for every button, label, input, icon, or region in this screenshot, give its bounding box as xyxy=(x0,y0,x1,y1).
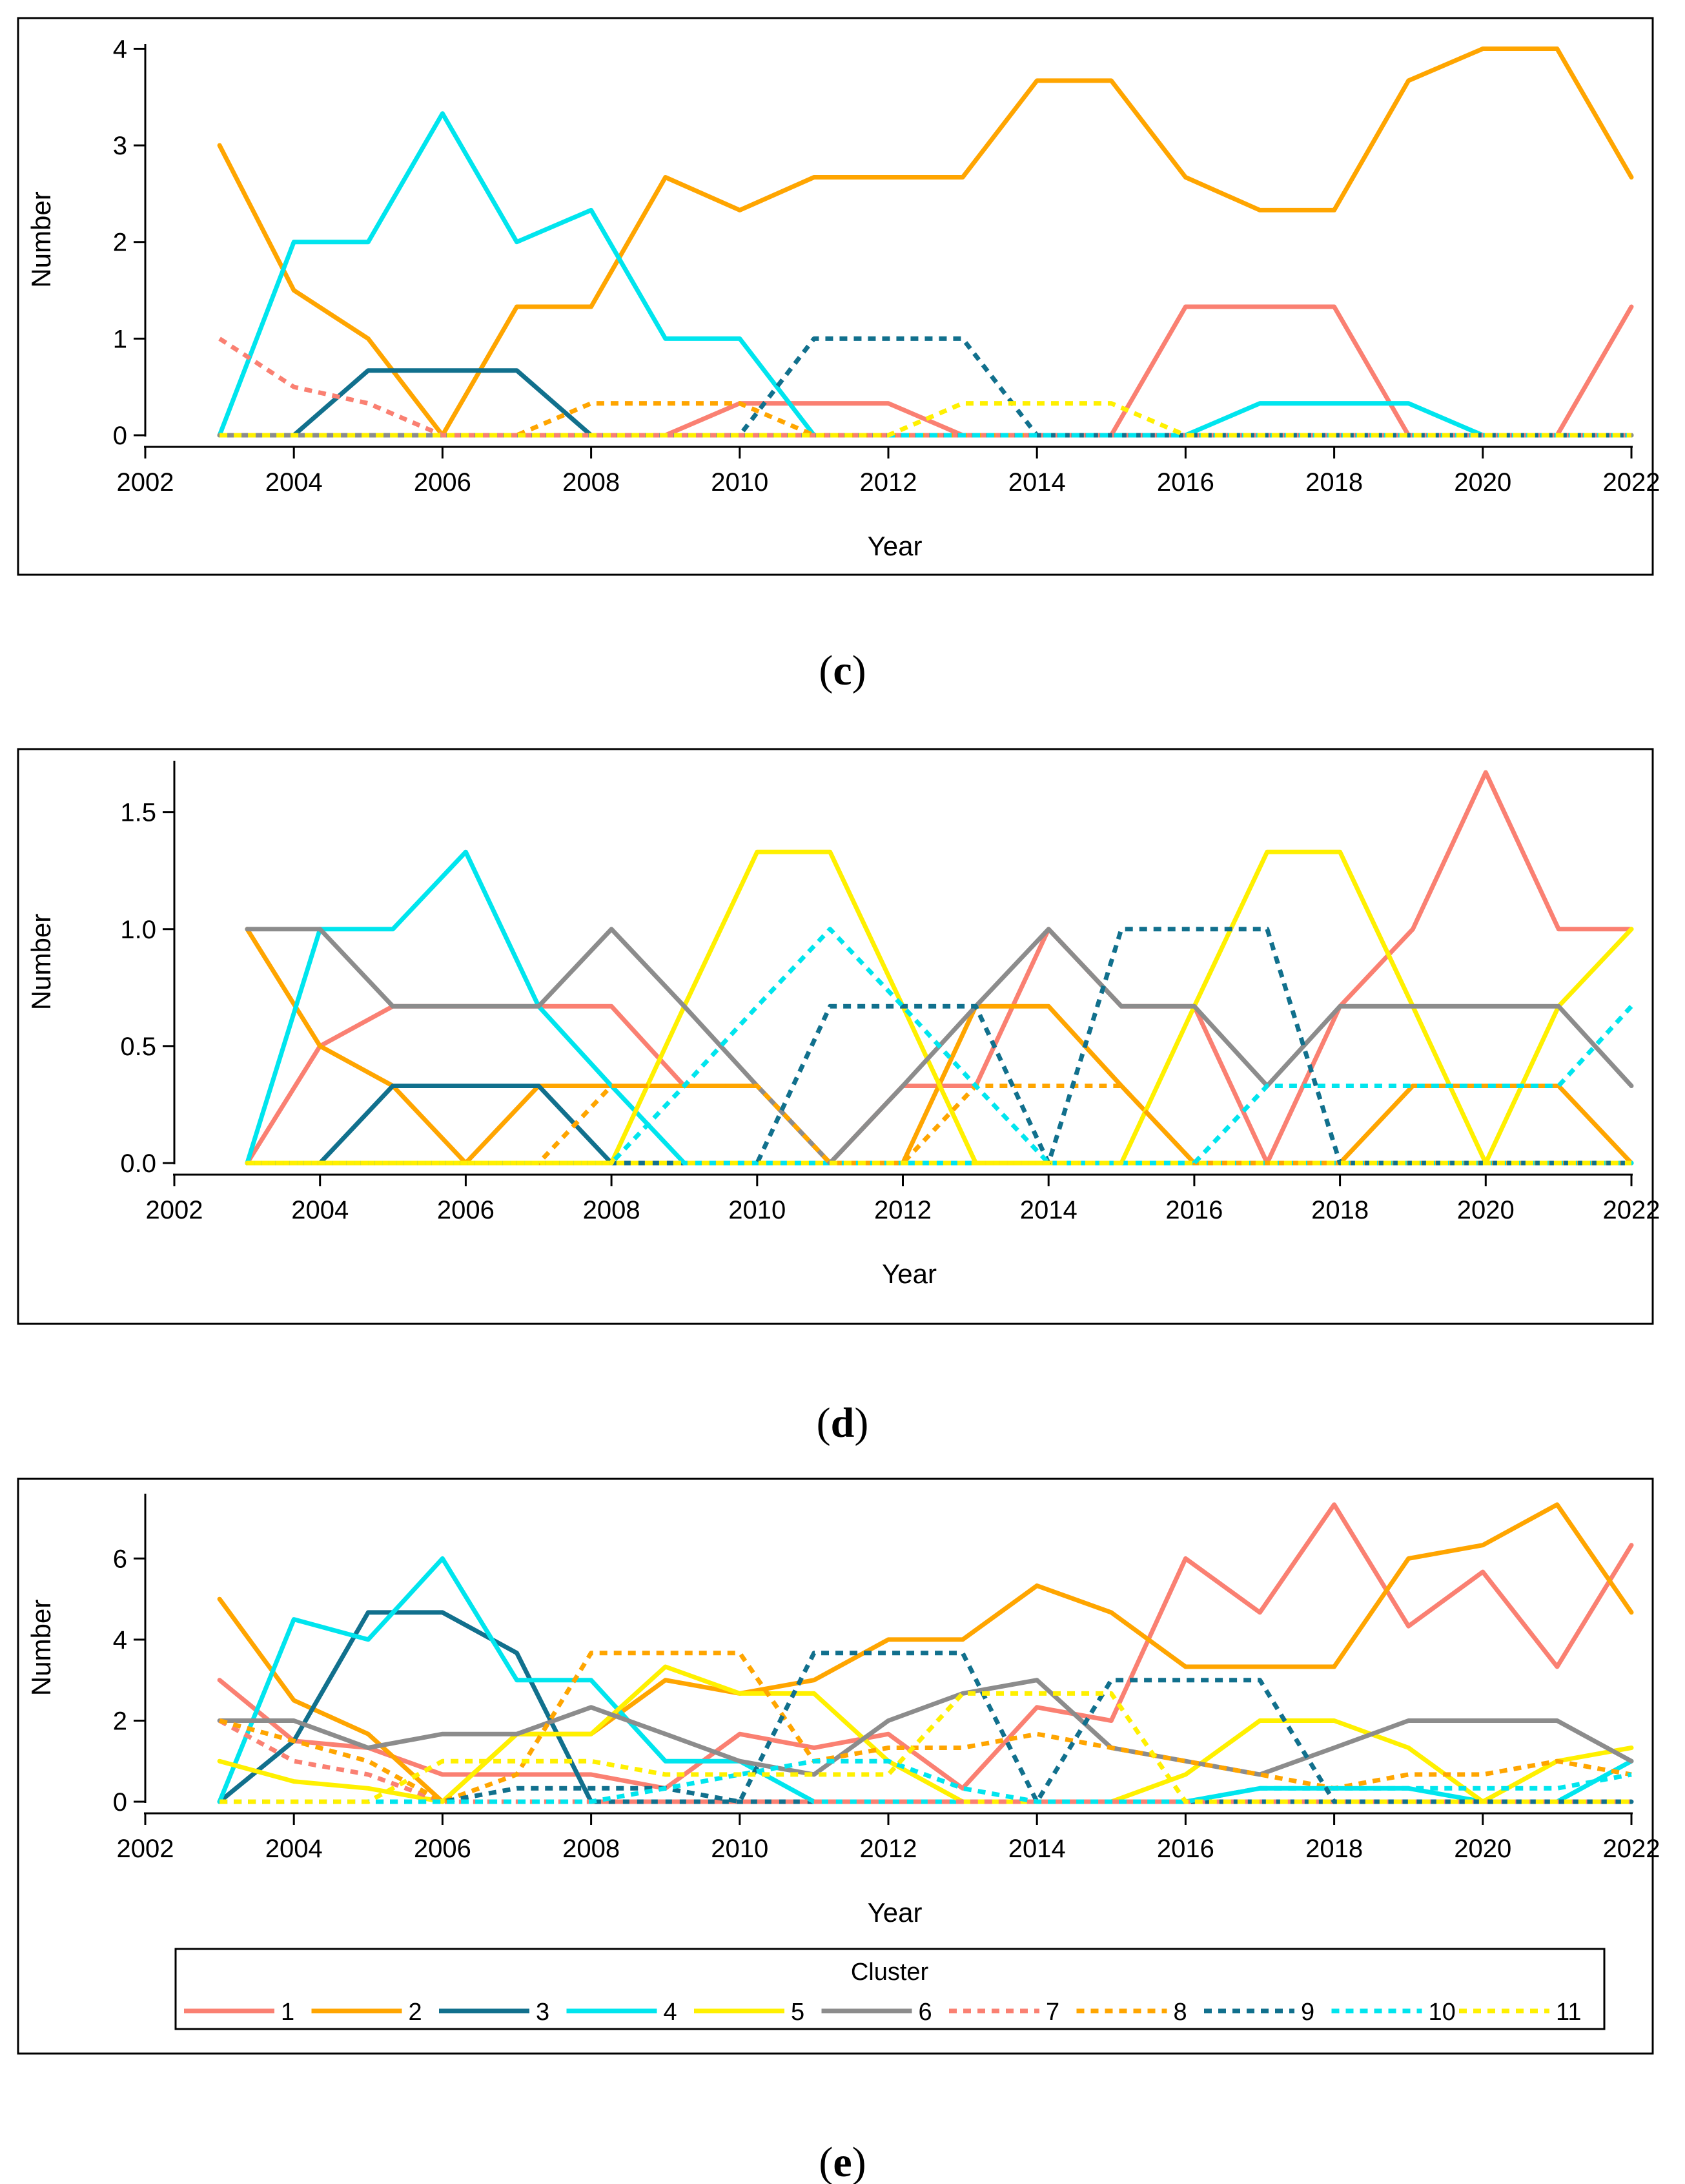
series-line-4 xyxy=(217,111,1634,438)
y-tick-label: 1.5 xyxy=(120,799,156,827)
x-tick-label: 2020 xyxy=(1454,1835,1511,1863)
series-line-4 xyxy=(217,1556,1634,1804)
series-line-9 xyxy=(220,1651,1631,1804)
series-line-6 xyxy=(217,1678,1634,1777)
series-line-1 xyxy=(217,1502,1634,1791)
x-axis-title: Year xyxy=(868,1897,923,1928)
panel-c: 2002 2004 2006 2008 2010 2012 2014 2016 2018 2020… xyxy=(17,17,1660,694)
x-tick-label: 2018 xyxy=(1305,468,1363,497)
x-tick-label: 2016 xyxy=(1157,468,1214,497)
panel-frame xyxy=(17,748,1654,1325)
legend-label-3: 3 xyxy=(536,1999,549,2026)
x-axis-title: Year xyxy=(882,1259,937,1289)
y-tick-label: 4 xyxy=(113,35,127,63)
series-line-10 xyxy=(220,1758,1632,1804)
y-tick-label: 1 xyxy=(113,325,127,353)
x-tick-label: 2016 xyxy=(1157,1835,1214,1863)
panel-frame xyxy=(17,1478,1654,2055)
x-tick-label: 2014 xyxy=(1008,468,1066,497)
x-tick-label: 2008 xyxy=(562,1835,620,1863)
series-line-11 xyxy=(220,1691,1631,1804)
panel-label: (e) xyxy=(819,2139,866,2184)
x-tick-label: 2022 xyxy=(1603,1835,1660,1863)
series-line-2 xyxy=(217,46,1634,438)
x-tick-label: 2004 xyxy=(265,468,323,497)
x-tick-label: 2020 xyxy=(1457,1196,1515,1224)
x-tick-label: 2002 xyxy=(117,1835,174,1863)
legend-label-5: 5 xyxy=(791,1999,804,2026)
series-line-3 xyxy=(217,368,1634,438)
x-tick-label: 2008 xyxy=(562,468,620,497)
x-tick-label: 2010 xyxy=(728,1196,786,1224)
legend-label-11: 11 xyxy=(1556,1999,1581,2026)
panel-frame xyxy=(17,17,1654,576)
y-tick-label: 0 xyxy=(113,422,127,450)
x-tick-label: 2006 xyxy=(414,468,471,497)
x-tick-label: 2014 xyxy=(1008,1835,1066,1863)
y-tick-label: 0.5 xyxy=(120,1033,156,1061)
legend-label-1: 1 xyxy=(281,1999,294,2026)
x-tick-label: 2014 xyxy=(1020,1196,1077,1224)
x-tick-label: 2004 xyxy=(291,1196,349,1224)
legend-label-10: 10 xyxy=(1429,1999,1456,2026)
y-tick-label: 3 xyxy=(113,132,127,160)
y-axis-title: Number xyxy=(26,191,56,287)
y-tick-label: 0 xyxy=(113,1788,127,1817)
series-line-10 xyxy=(247,927,1633,1166)
series-line-9 xyxy=(220,336,1631,438)
legend-box xyxy=(174,1948,1606,2030)
x-tick-label: 2022 xyxy=(1603,468,1660,497)
y-axis-title: Number xyxy=(26,1600,56,1696)
legend-label-6: 6 xyxy=(919,1999,932,2026)
series-line-1 xyxy=(245,770,1634,1166)
legend-label-8: 8 xyxy=(1174,1999,1187,2026)
legend-label-7: 7 xyxy=(1046,1999,1059,2026)
panel-label: (c) xyxy=(819,647,866,694)
panel-e: 2002 2004 2006 2008 2010 2012 2014 2016 2018 2020… xyxy=(17,1478,1660,2184)
y-tick-label: 1.0 xyxy=(120,916,156,944)
legend-title: Cluster xyxy=(851,1959,929,1986)
x-tick-label: 2002 xyxy=(146,1196,203,1224)
x-tick-label: 2020 xyxy=(1454,468,1511,497)
series-line-5 xyxy=(217,1664,1634,1804)
x-tick-label: 2022 xyxy=(1603,1196,1660,1224)
x-tick-label: 2012 xyxy=(860,468,917,497)
x-tick-label: 2002 xyxy=(117,468,174,497)
x-tick-label: 2010 xyxy=(711,468,768,497)
y-tick-label: 2 xyxy=(113,229,127,257)
x-tick-label: 2006 xyxy=(437,1196,495,1224)
y-tick-label: 0.0 xyxy=(120,1149,156,1178)
y-tick-label: 6 xyxy=(113,1545,127,1573)
panel-label: (d) xyxy=(817,1399,869,1447)
y-tick-label: 2 xyxy=(113,1707,127,1735)
x-tick-label: 2006 xyxy=(414,1835,471,1863)
x-tick-label: 2008 xyxy=(583,1196,640,1224)
panel-d: 2002 2004 2006 2008 2010 2012 2014 2016 2018 2020… xyxy=(17,748,1660,1447)
x-tick-label: 2004 xyxy=(265,1835,323,1863)
x-tick-label: 2010 xyxy=(711,1835,768,1863)
legend: Cluster 1 2 3 4 5 6 7 8 9 10 11 xyxy=(174,1948,1606,2030)
x-axis-title: Year xyxy=(868,531,923,561)
series-line-8 xyxy=(219,1651,1632,1804)
x-tick-label: 2012 xyxy=(874,1196,932,1224)
legend-label-9: 9 xyxy=(1301,1999,1314,2026)
y-axis-title: Number xyxy=(26,914,56,1010)
x-tick-label: 2018 xyxy=(1311,1196,1369,1224)
legend-label-4: 4 xyxy=(664,1999,677,2026)
x-tick-label: 2018 xyxy=(1305,1835,1363,1863)
x-tick-label: 2012 xyxy=(860,1835,917,1863)
x-tick-label: 2016 xyxy=(1165,1196,1223,1224)
legend-label-2: 2 xyxy=(409,1999,422,2026)
y-tick-label: 4 xyxy=(113,1626,127,1654)
